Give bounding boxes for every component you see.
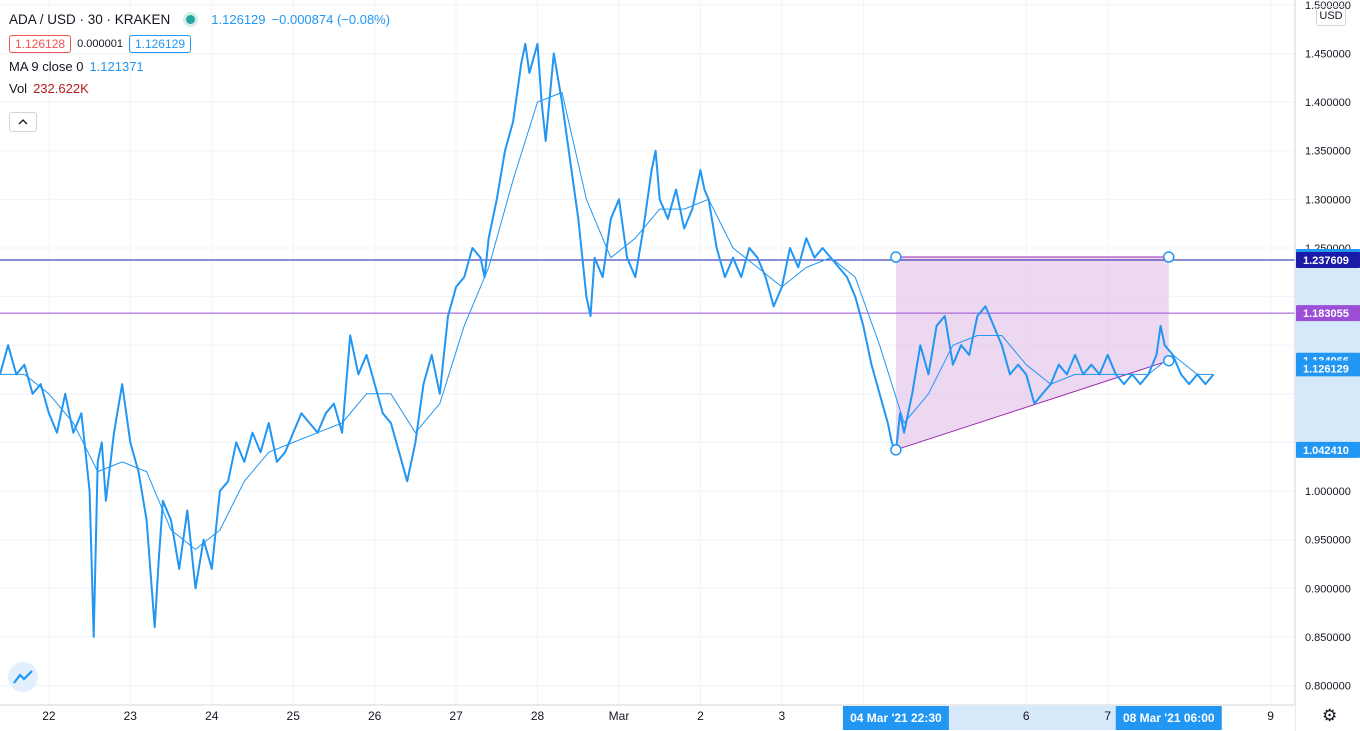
time-badge-label: 04 Mar '21 22:30 [850, 711, 942, 725]
price-badge [1296, 252, 1360, 269]
market-status-icon [186, 14, 196, 24]
price-badge-label: 1.042410 [1303, 445, 1349, 457]
price-badge [1296, 360, 1360, 377]
time-tick-label: 7 [1104, 709, 1111, 723]
time-tick-label: 9 [1267, 709, 1274, 723]
price-tick-label: 1.000000 [1305, 486, 1351, 498]
price-change: −0.000874 (−0.08%) [271, 11, 391, 27]
currency-button[interactable]: USD [1316, 6, 1346, 26]
pattern-handle[interactable] [1163, 354, 1175, 367]
time-badge [1115, 706, 1222, 730]
gear-icon[interactable]: ⚙ [1322, 706, 1338, 725]
pattern-handle[interactable] [1163, 251, 1175, 263]
price-tick-label: 1.350000 [1305, 146, 1351, 158]
time-tick-label: Mar [609, 709, 630, 723]
time-tick-label: 3 [779, 709, 786, 723]
spread-value: 0.000001 [77, 38, 123, 50]
price-badge [1296, 441, 1360, 458]
price-tick-label: 1.300000 [1305, 194, 1351, 206]
pattern-handle[interactable] [890, 444, 902, 456]
time-badge [842, 706, 949, 730]
time-tick-label: 23 [124, 709, 138, 723]
time-tick-label: 2 [697, 709, 704, 723]
time-tick-label: 24 [205, 709, 219, 723]
ma-line [0, 91, 1214, 550]
price-badge-label: 1.126129 [1303, 363, 1349, 375]
last-price: 1.126129 [211, 11, 266, 27]
ask-price-button[interactable]: 1.126129 [128, 35, 192, 53]
time-tick-label: 6 [1023, 709, 1030, 723]
price-line [0, 42, 1215, 638]
price-tick-label: 0.850000 [1305, 632, 1351, 644]
price-tick-label: 0.950000 [1305, 535, 1351, 547]
symbol-title[interactable]: ADA / USD · 30 · KRAKEN [9, 11, 171, 27]
price-badge-label: 1.183055 [1303, 308, 1349, 320]
ma-indicator-value: 1.121371 [89, 58, 144, 74]
time-badge-label: 08 Mar '21 06:00 [1123, 711, 1215, 725]
price-tick-label: 1.450000 [1305, 48, 1351, 60]
time-tick-label: 27 [449, 709, 463, 723]
price-tick-label: 1.500000 [1305, 0, 1351, 12]
volume-value: 232.622K [33, 80, 89, 96]
price-badge-label: 1.237609 [1303, 255, 1349, 267]
collapse-legend-button[interactable] [9, 112, 37, 132]
pattern-handle[interactable] [890, 251, 902, 263]
bid-price-button[interactable]: 1.126128 [9, 35, 72, 53]
chevron-up-icon [18, 119, 28, 125]
pattern-fill [895, 257, 1169, 450]
tradingview-logo-icon[interactable] [8, 662, 38, 692]
time-tick-label: 26 [368, 709, 382, 723]
time-tick-label: 28 [531, 709, 545, 723]
ma-indicator-label[interactable]: MA 9 close 0 [9, 58, 84, 74]
price-tick-label: 0.800000 [1305, 681, 1351, 693]
time-tick-label: 22 [42, 709, 56, 723]
price-badge [1296, 305, 1360, 322]
volume-label[interactable]: Vol [9, 80, 28, 96]
chart-legend: ADA / USD · 30 · KRAKEN 1.126129 −0.0008… [9, 8, 390, 99]
price-tick-label: 0.900000 [1305, 583, 1351, 595]
price-tick-label: 1.400000 [1305, 97, 1351, 109]
pattern-trendline [895, 360, 1169, 451]
time-tick-label: 25 [287, 709, 301, 723]
